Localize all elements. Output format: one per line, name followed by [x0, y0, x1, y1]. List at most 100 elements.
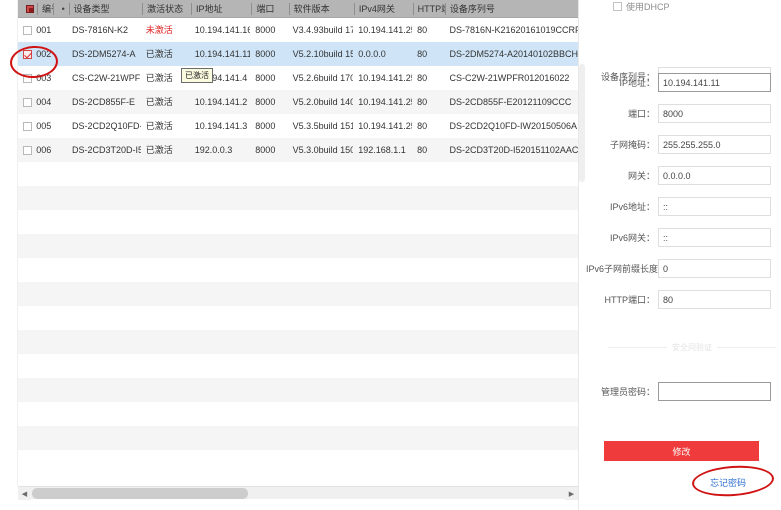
row-select-checkbox[interactable] — [18, 138, 36, 162]
table-row[interactable]: 002 DS-2DM5274-A 已激活 10.194.141.11 8000 V5.2.… — [18, 42, 578, 66]
table-row[interactable]: 001 DS-7816N-K2 未激活 10.194.141.167 8000 V3.4.… — [18, 18, 578, 42]
cell-no: 001 — [36, 25, 52, 35]
cell-serial: DS-2CD2Q10FD-IW20150506A — [449, 121, 578, 131]
admin-password-input[interactable] — [658, 381, 771, 401]
cell-activation-status: 已激活 — [145, 49, 173, 59]
row-select-checkbox[interactable] — [18, 42, 36, 66]
cell-ip: 10.194.141.11 — [194, 49, 251, 59]
field-label: IP地址： — [619, 77, 655, 88]
table-row[interactable]: 003 CS-C2W-21WPFR 已激活 10.194.141.4 8000 V5.2.… — [18, 66, 578, 90]
row-select-checkbox[interactable] — [18, 66, 36, 90]
admin-password-field-row: 管理员密码： — [586, 381, 781, 401]
cell-ip: 10.194.141.3 — [194, 121, 248, 131]
table-row-empty — [18, 282, 578, 306]
table-row-empty — [18, 378, 578, 402]
checkbox-checked-icon — [22, 49, 32, 59]
field-input[interactable]: 0 — [658, 258, 771, 278]
use-dhcp-label: 使用DHCP — [626, 2, 670, 12]
use-dhcp-checkbox-row[interactable]: 使用DHCP — [613, 0, 670, 13]
row-select-checkbox[interactable] — [18, 114, 36, 138]
cell-activation-status: 已激活 — [145, 97, 173, 107]
column-header-port[interactable]: 端口 — [251, 0, 288, 18]
cell-device_type: DS-7816N-K2 — [71, 25, 128, 35]
table-row-empty — [18, 330, 578, 354]
cell-serial: DS-7816N-K21620161019CCRF — [449, 25, 578, 35]
table-row-empty — [18, 162, 578, 186]
cell-activation-status: 已激活 — [145, 145, 173, 155]
security-verification-divider: 安全问验证 — [608, 342, 776, 353]
horizontal-scrollbar-thumb[interactable] — [32, 488, 248, 499]
cell-no: 004 — [36, 97, 52, 107]
field-label: IPv6网关： — [609, 232, 655, 243]
column-header-no[interactable]: 编号 — [37, 0, 53, 18]
modify-button[interactable]: 修改 — [604, 441, 759, 461]
cell-gateway: 10.194.141.254 — [358, 25, 412, 35]
panel-divider — [578, 0, 586, 510]
cell-device_type: CS-C2W-21WPFR — [71, 73, 141, 83]
horizontal-scrollbar[interactable]: ◀ ▶ — [18, 486, 578, 500]
form-field-row: IPv6地址：:: — [586, 196, 781, 216]
checkbox-unchecked-icon — [22, 121, 32, 131]
field-input[interactable]: 10.194.141.11 — [658, 72, 771, 92]
row-spacer-cell — [51, 114, 67, 138]
column-header-status[interactable]: 激活状态 — [142, 0, 191, 18]
forgot-password-link[interactable]: 忘记密码 — [710, 478, 747, 488]
table-row-empty — [18, 234, 578, 258]
vertical-scrollbar-thumb[interactable] — [579, 64, 585, 182]
cell-software: V5.2.0build 1407... — [292, 97, 354, 107]
cell-ip: 192.0.0.3 — [194, 145, 233, 155]
field-label: 子网掩码： — [609, 139, 655, 150]
select-all-box-icon — [26, 4, 35, 13]
cell-device_type: DS-2CD855F-E — [71, 97, 135, 107]
use-dhcp-checkbox[interactable] — [613, 2, 622, 11]
scroll-right-arrow-icon[interactable]: ▶ — [565, 487, 578, 500]
cell-ip: 10.194.141.167 — [194, 25, 251, 35]
row-select-checkbox[interactable] — [18, 18, 36, 42]
cell-software: V5.2.10build 150... — [292, 49, 354, 59]
table-left-gutter — [0, 0, 18, 486]
field-label: 设备序列号： — [600, 71, 655, 82]
cell-port: 8000 — [255, 145, 276, 155]
field-input[interactable]: 8000 — [658, 103, 771, 123]
column-sort-indicator-icon[interactable]: • — [52, 0, 69, 18]
column-header-device_type[interactable]: 设备类型 — [68, 0, 143, 18]
column-header-gateway[interactable]: IPv4网关 — [353, 0, 413, 18]
cell-no: 006 — [36, 145, 52, 155]
scroll-left-arrow-icon[interactable]: ◀ — [18, 487, 31, 500]
divider-line-left — [608, 347, 667, 348]
column-header-serial[interactable]: 设备序列号 — [444, 0, 578, 18]
cell-no: 002 — [36, 49, 52, 59]
cell-ip: 10.194.141.2 — [194, 97, 248, 107]
cell-gateway: 10.194.141.254 — [358, 97, 412, 107]
field-input[interactable]: 0.0.0.0 — [658, 165, 771, 185]
cell-software: V5.3.0build 1505... — [292, 145, 354, 155]
form-field-row: IPv6网关：:: — [586, 227, 781, 247]
table-body: 001 DS-7816N-K2 未激活 10.194.141.167 8000 V3.4.… — [18, 18, 578, 485]
table-row-empty — [18, 306, 578, 330]
field-input[interactable]: :: — [658, 227, 771, 247]
cell-http_port: 80 — [417, 25, 428, 35]
row-select-checkbox[interactable] — [18, 90, 36, 114]
cell-port: 8000 — [255, 49, 276, 59]
table-row[interactable]: 005 DS-2CD2Q10FD-IW 已激活 10.194.141.3 8000 V5.… — [18, 114, 578, 138]
field-input[interactable]: :: — [658, 196, 771, 216]
table-row-empty — [18, 402, 578, 426]
cell-gateway: 192.168.1.1 — [358, 145, 406, 155]
table-row-empty — [18, 426, 578, 450]
column-header-software[interactable]: 软件版本 — [288, 0, 354, 18]
checkbox-unchecked-icon — [22, 97, 32, 107]
form-field-row: IP地址： 10.194.141.11 — [586, 72, 781, 92]
cell-device_type: DS-2CD2Q10FD-IW — [71, 121, 141, 131]
field-input[interactable]: 80 — [658, 289, 771, 309]
checkbox-unchecked-icon — [22, 25, 32, 35]
cell-serial: DS-2DM5274-A20140102BBCH — [449, 49, 578, 59]
table-row[interactable]: 006 DS-2CD3T20D-I5 已激活 192.0.0.3 8000 V5.3.0b… — [18, 138, 578, 162]
field-label: IPv6子网前缀长度： — [586, 263, 668, 274]
table-row-empty — [18, 210, 578, 234]
table-row[interactable]: 004 DS-2CD855F-E 已激活 10.194.141.2 8000 V5.2.0… — [18, 90, 578, 114]
table-row-empty — [18, 450, 578, 474]
column-header-http_port[interactable]: HTTP端口 — [412, 0, 445, 18]
column-header-ip[interactable]: IP地址 — [190, 0, 251, 18]
field-input[interactable]: 255.255.255.0 — [658, 134, 771, 154]
select-all-checkbox[interactable] — [18, 0, 37, 18]
